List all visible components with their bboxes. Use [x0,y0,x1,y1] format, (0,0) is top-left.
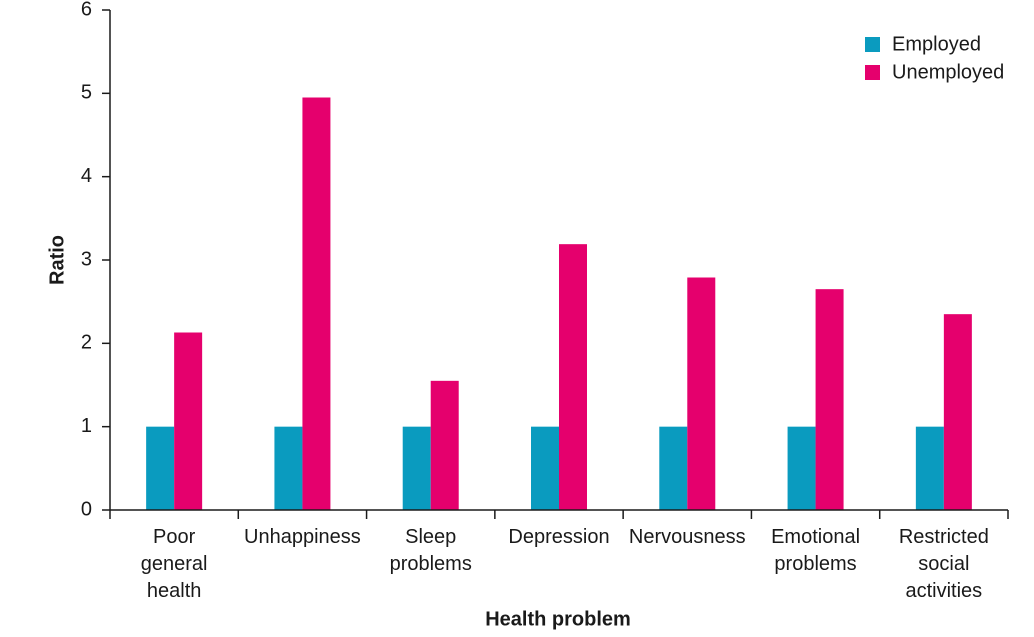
y-tick-label: 3 [81,248,92,270]
bar [687,277,716,510]
y-tick-label: 0 [81,498,92,520]
legend-swatch [865,65,880,80]
bar [659,426,688,510]
legend-label: Employed [892,33,981,55]
legend-label: Unemployed [892,61,1004,83]
x-tick-label: Emotional problems [771,526,861,575]
legend-swatch [865,37,880,52]
x-tick-label: Unhappiness [244,526,361,548]
bar [274,426,303,510]
bar [146,426,175,510]
bar [402,426,431,510]
x-tick-label: Depression [508,526,610,548]
y-tick-label: 4 [81,165,92,187]
x-tick-label: Nervousness [628,526,746,548]
bar [302,97,331,510]
bar [430,380,459,510]
x-axis-title: Health problem [485,608,631,630]
x-tick-label: Restricted social activities [898,526,989,602]
bar [787,426,816,510]
x-tick-label: Poor general health [140,526,208,602]
y-tick-label: 5 [81,82,92,104]
y-tick-label: 1 [81,415,92,437]
bar [915,426,944,510]
x-tick-label: Sleep problems [389,526,472,575]
bar [559,244,587,510]
bar [943,314,972,510]
y-tick-label: 6 [81,0,92,20]
bar [174,332,203,510]
bar [531,426,559,510]
y-tick-label: 2 [81,332,92,354]
bar [815,289,844,510]
y-axis-title: Ratio [46,235,68,285]
